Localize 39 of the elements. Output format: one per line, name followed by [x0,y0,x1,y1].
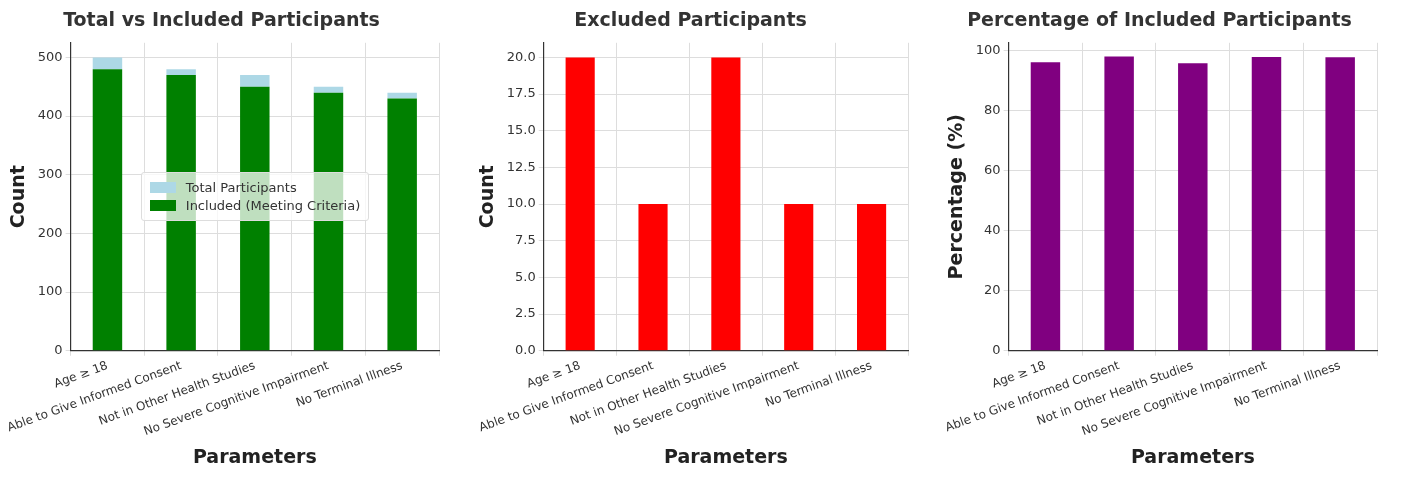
bar [387,98,417,351]
y-axis-title: Count [475,165,498,229]
y-tick-label: 20 [984,282,1001,298]
y-tick-label: 7.5 [515,232,536,248]
x-axis-title: Parameters [192,444,317,467]
chart-title: Excluded Participants [574,8,807,31]
y-axis-title: Count [6,165,29,229]
y-axis-title: Percentage (%) [944,114,967,280]
y-tick-label: 10.0 [506,195,536,211]
bar [387,92,417,99]
legend-label: Included (Meeting Criteria) [185,198,361,214]
y-tick-label: 80 [984,101,1001,117]
y-tick-label: 2.5 [515,305,536,321]
x-axis-title: Parameters [663,444,788,467]
bar [240,75,270,87]
y-tick-label: 0.0 [515,342,536,358]
y-tick-label: 60 [984,161,1001,177]
y-tick-label: 400 [37,107,63,123]
bar [92,57,123,70]
x-axis-title: Parameters [1130,444,1255,467]
y-tick-label: 12.5 [506,158,536,174]
legend-label: Total Participants [185,180,297,196]
y-tick-label: 300 [37,166,63,182]
bar [92,69,123,351]
bar [313,86,344,93]
chart-title: Percentage of Included Participants [967,8,1352,31]
y-tick-label: 40 [984,221,1001,237]
y-tick-label: 5.0 [515,268,536,284]
y-tick-label: 500 [37,48,63,64]
chart-title: Total vs Included Participants [63,8,380,31]
y-tick-label: 20.0 [506,48,536,64]
y-tick-label: 100 [975,41,1001,57]
y-tick-label: 15.0 [506,122,536,138]
bar [166,69,196,76]
y-tick-label: 17.5 [506,85,536,101]
y-tick-label: 200 [37,224,63,240]
y-tick-label: 0 [54,342,63,358]
y-tick-label: 100 [37,283,63,299]
y-tick-label: 0 [992,342,1001,358]
